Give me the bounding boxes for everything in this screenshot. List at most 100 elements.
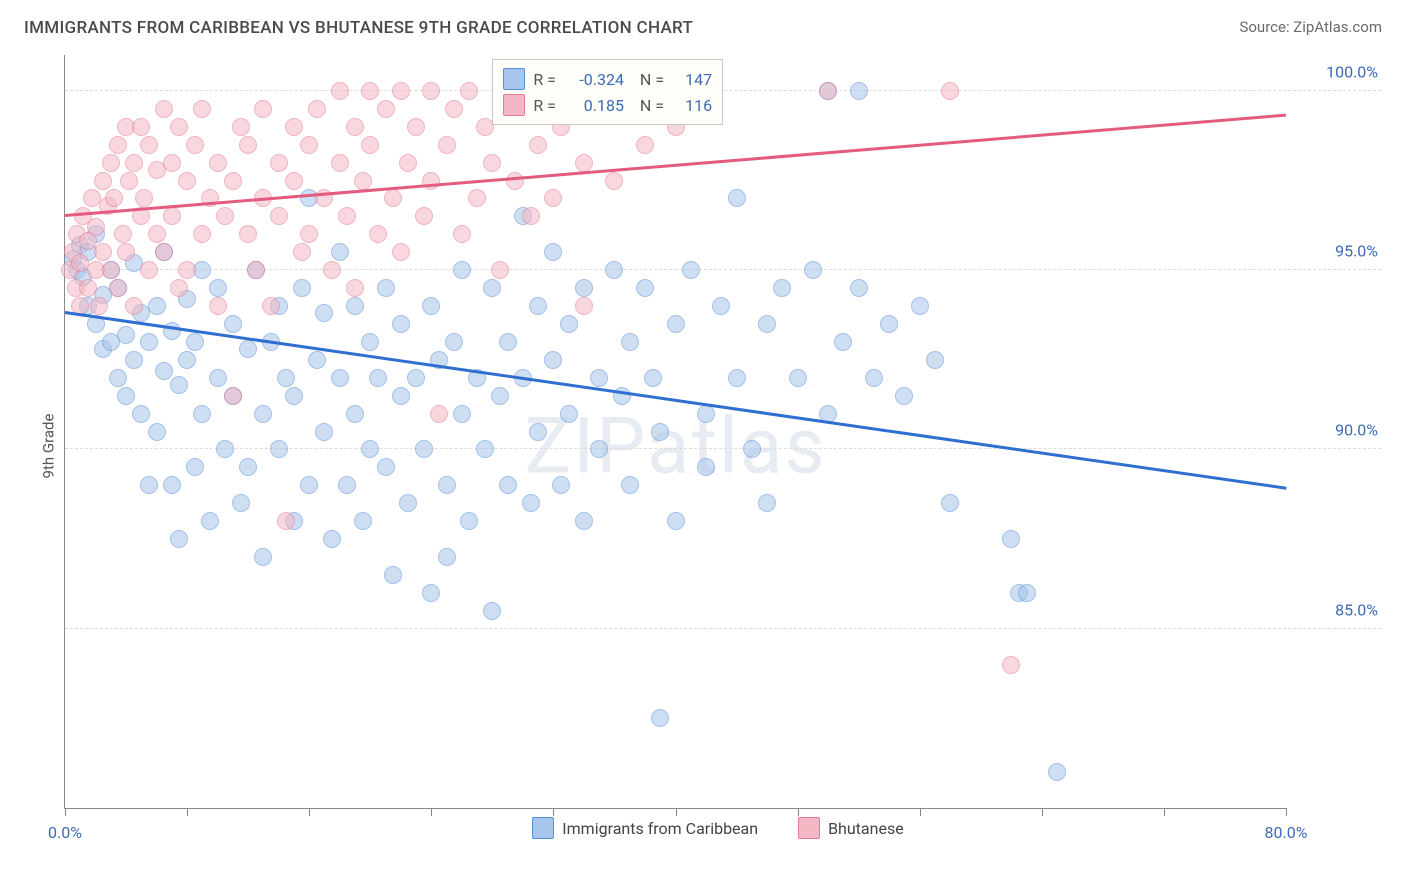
scatter-point — [170, 376, 188, 394]
x-tick — [1286, 808, 1287, 816]
scatter-point — [430, 405, 448, 423]
bottom-legend-item: Immigrants from Caribbean — [532, 817, 758, 839]
scatter-point — [621, 333, 639, 351]
scatter-point — [224, 387, 242, 405]
scatter-point — [94, 243, 112, 261]
scatter-point — [277, 512, 295, 530]
scatter-point — [338, 207, 356, 225]
scatter-point — [239, 136, 257, 154]
scatter-point — [331, 154, 349, 172]
scatter-point — [148, 297, 166, 315]
scatter-point — [216, 207, 234, 225]
gridline — [65, 448, 1381, 449]
scatter-point — [834, 333, 852, 351]
scatter-point — [315, 423, 333, 441]
scatter-point — [132, 405, 150, 423]
scatter-point — [361, 440, 379, 458]
scatter-point — [224, 315, 242, 333]
scatter-point — [346, 118, 364, 136]
scatter-point — [140, 261, 158, 279]
scatter-point — [331, 369, 349, 387]
legend-n-value: 116 — [672, 96, 712, 115]
scatter-point — [140, 136, 158, 154]
scatter-point — [483, 602, 501, 620]
scatter-point — [476, 440, 494, 458]
scatter-point — [201, 512, 219, 530]
scatter-point — [178, 261, 196, 279]
scatter-point — [354, 512, 372, 530]
scatter-point — [1048, 763, 1066, 781]
scatter-point — [483, 279, 501, 297]
bottom-legend-item: Bhutanese — [798, 817, 904, 839]
scatter-point — [384, 189, 402, 207]
legend-n-label: N = — [632, 70, 664, 89]
scatter-point — [254, 548, 272, 566]
scatter-point — [453, 261, 471, 279]
scatter-point — [392, 82, 410, 100]
scatter-point — [880, 315, 898, 333]
scatter-point — [270, 207, 288, 225]
scatter-point — [239, 340, 257, 358]
scatter-point — [300, 136, 318, 154]
scatter-point — [667, 512, 685, 530]
scatter-point — [170, 530, 188, 548]
scatter-point — [247, 261, 265, 279]
scatter-point — [186, 458, 204, 476]
scatter-point — [712, 297, 730, 315]
scatter-point — [346, 279, 364, 297]
x-tick — [187, 808, 188, 816]
scatter-point — [575, 512, 593, 530]
scatter-point — [667, 315, 685, 333]
scatter-point — [109, 136, 127, 154]
scatter-point — [277, 369, 295, 387]
gridline — [65, 628, 1381, 629]
scatter-point — [323, 261, 341, 279]
scatter-point — [163, 154, 181, 172]
legend-r-value: -0.324 — [564, 70, 624, 89]
legend-row: R =0.185 N =116 — [503, 92, 712, 118]
scatter-point — [338, 476, 356, 494]
scatter-point — [697, 458, 715, 476]
x-tick — [798, 808, 799, 816]
scatter-point — [544, 351, 562, 369]
scatter-point — [270, 440, 288, 458]
scatter-point — [529, 297, 547, 315]
scatter-point — [125, 351, 143, 369]
scatter-plot: ZIPatlas 85.0%90.0%95.0%100.0%0.0%80.0%R… — [64, 55, 1286, 809]
scatter-point — [895, 387, 913, 405]
scatter-point — [323, 530, 341, 548]
scatter-point — [453, 225, 471, 243]
scatter-point — [575, 279, 593, 297]
x-tick — [1042, 808, 1043, 816]
scatter-point — [476, 118, 494, 136]
scatter-point — [529, 423, 547, 441]
scatter-point — [399, 494, 417, 512]
scatter-point — [865, 369, 883, 387]
scatter-point — [300, 225, 318, 243]
scatter-point — [560, 315, 578, 333]
scatter-point — [636, 136, 654, 154]
scatter-point — [415, 207, 433, 225]
scatter-point — [728, 189, 746, 207]
scatter-point — [155, 100, 173, 118]
x-tick — [676, 808, 677, 816]
scatter-point — [232, 494, 250, 512]
scatter-point — [346, 297, 364, 315]
scatter-point — [361, 333, 379, 351]
scatter-point — [186, 333, 204, 351]
scatter-point — [293, 279, 311, 297]
scatter-point — [743, 440, 761, 458]
scatter-point — [117, 387, 135, 405]
scatter-point — [148, 225, 166, 243]
scatter-point — [1002, 656, 1020, 674]
scatter-point — [209, 154, 227, 172]
scatter-point — [483, 154, 501, 172]
scatter-point — [438, 476, 456, 494]
x-tick — [309, 808, 310, 816]
scatter-point — [552, 476, 570, 494]
scatter-point — [300, 476, 318, 494]
scatter-point — [308, 351, 326, 369]
scatter-point — [453, 405, 471, 423]
legend-label: Bhutanese — [828, 819, 904, 838]
legend-swatch — [532, 817, 554, 839]
